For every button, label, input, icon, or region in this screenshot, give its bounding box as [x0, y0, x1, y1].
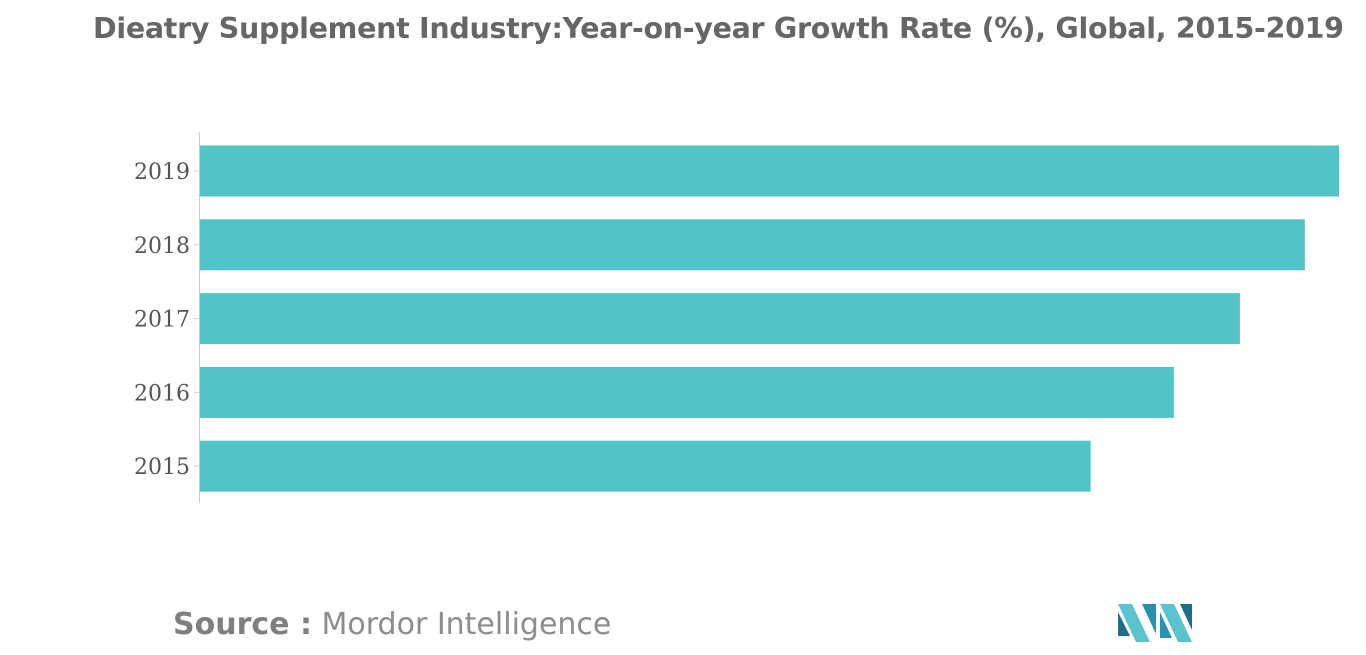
logo-shape-4 [1160, 604, 1192, 642]
bar-2016 [200, 366, 1174, 418]
chart-title: Dieatry Supplement Industry:Year-on-year… [93, 12, 1344, 45]
bar-2019 [200, 145, 1339, 197]
bar-chart: 2019 2018 2017 2016 2015 [134, 132, 1339, 504]
bar-2018 [200, 219, 1305, 271]
logo-shape-1 [1118, 604, 1150, 642]
bar-2015 [200, 440, 1091, 492]
source-label: Source : [173, 607, 312, 642]
logo-shape-2 [1118, 612, 1130, 636]
y-tick-label-2017: 2017 [134, 308, 190, 333]
source-name: Mordor Intelligence [321, 607, 612, 642]
y-tick-labels: 2019 2018 2017 2016 2015 [134, 160, 190, 480]
y-tick-label-2016: 2016 [134, 381, 190, 406]
mordor-intelligence-logo [1118, 604, 1192, 642]
y-tick-label-2018: 2018 [134, 234, 190, 259]
logo-shape-6 [1160, 612, 1172, 638]
logo-shape-3 [1142, 604, 1156, 634]
source-note: Source : Mordor Intelligence [173, 607, 611, 642]
y-tick-label-2015: 2015 [134, 455, 190, 480]
y-axis [194, 132, 200, 504]
logo-shape-5 [1180, 604, 1192, 630]
bar-2017 [200, 293, 1240, 345]
y-tick-label-2019: 2019 [134, 160, 190, 185]
bars [200, 145, 1339, 492]
